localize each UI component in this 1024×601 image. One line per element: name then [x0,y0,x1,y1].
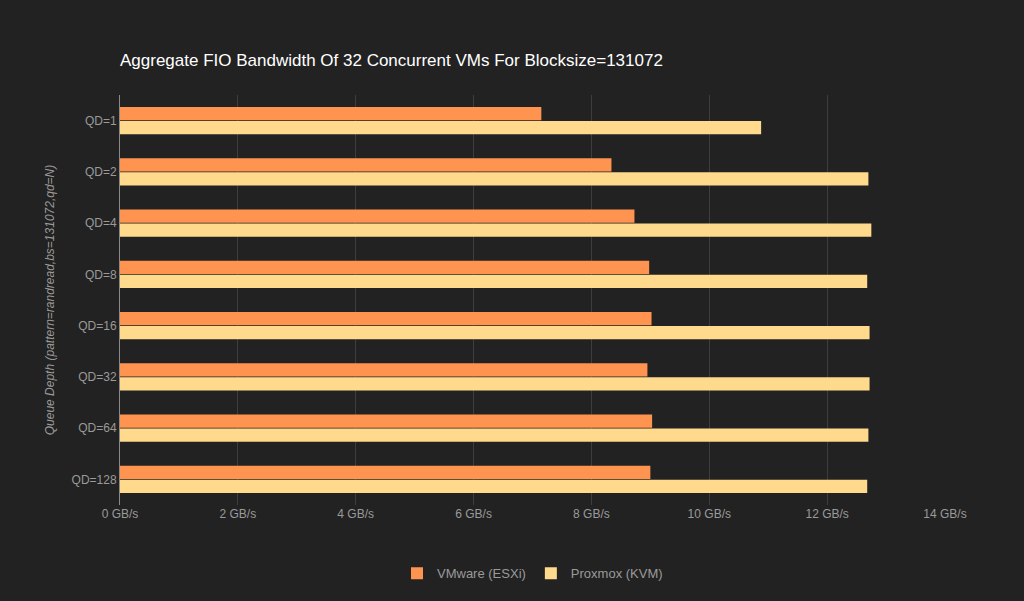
svg-text:12 GB/s: 12 GB/s [805,507,848,521]
svg-text:QD=2: QD=2 [85,165,117,179]
svg-text:QD=4: QD=4 [85,216,117,230]
svg-text:Proxmox (KVM): Proxmox (KVM) [571,566,663,581]
svg-text:QD=1: QD=1 [85,114,117,128]
svg-text:QD=64: QD=64 [78,421,117,435]
svg-text:QD=8: QD=8 [85,268,117,282]
svg-text:14 GB/s: 14 GB/s [923,507,966,521]
svg-text:2 GB/s: 2 GB/s [220,507,257,521]
svg-text:QD=128: QD=128 [72,473,117,487]
svg-text:Queue Depth (pattern=randread,: Queue Depth (pattern=randread,bs=131072,… [43,165,57,436]
svg-text:QD=32: QD=32 [78,370,117,384]
svg-text:4 GB/s: 4 GB/s [337,507,374,521]
svg-text:8 GB/s: 8 GB/s [573,507,610,521]
svg-text:QD=16: QD=16 [78,319,117,333]
svg-text:10 GB/s: 10 GB/s [688,507,731,521]
svg-text:Aggregate FIO Bandwidth Of 32: Aggregate FIO Bandwidth Of 32 Concurrent… [120,51,663,70]
svg-text:VMware (ESXi): VMware (ESXi) [437,566,526,581]
svg-text:0 GB/s: 0 GB/s [102,507,139,521]
svg-text:6 GB/s: 6 GB/s [455,507,492,521]
